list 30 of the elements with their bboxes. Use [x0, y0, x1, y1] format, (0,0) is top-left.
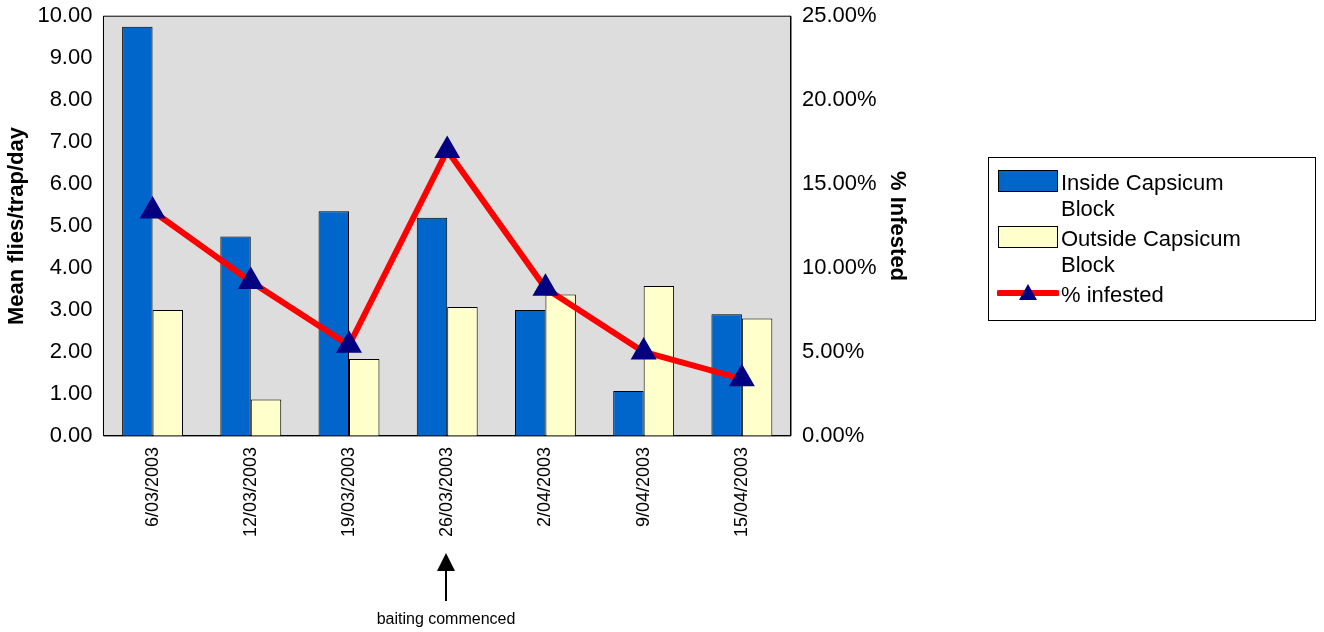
y2-tick-label: 10.00% — [801, 254, 877, 280]
x-tick-label: 2/04/2003 — [534, 446, 555, 527]
y2-tick-label: 15.00% — [801, 170, 877, 196]
y2-tick-label: 20.00% — [801, 86, 877, 112]
y2-tick-label: 0.00% — [801, 421, 865, 447]
x-tick-label: 6/03/2003 — [141, 446, 162, 527]
y2-axis-title: % Infested — [885, 171, 911, 282]
y-axis-title: Mean flies/trap/day — [3, 126, 29, 326]
y-tick-label: 2.00 — [49, 338, 93, 364]
x-tick-label: 19/03/2003 — [337, 446, 358, 538]
y-tick-label: 0.00 — [49, 421, 93, 447]
text: baiting commenced — [376, 610, 516, 628]
y-tick-label: 3.00 — [49, 296, 93, 322]
y-tick-label: 9.00 — [49, 44, 93, 70]
y-tick-label: 4.00 — [49, 254, 93, 280]
y-tick-label: 7.00 — [49, 128, 93, 154]
y-tick-label: 1.00 — [49, 380, 93, 405]
x-tick-label: 15/04/2003 — [730, 446, 751, 538]
x-tick-label: 9/04/2003 — [632, 446, 653, 527]
legend-label: Inside Capsicum Block — [1061, 170, 1225, 222]
y-tick-label: 8.00 — [49, 86, 93, 112]
x-tick-label: 26/03/2003 — [436, 446, 457, 538]
y2-tick-label: 25.00% — [801, 2, 877, 28]
y-tick-label: 5.00 — [49, 212, 93, 238]
y-tick-label: 10.00 — [37, 2, 93, 28]
legend-label: Outside Capsicum Block — [1061, 226, 1242, 278]
y-tick-label: 6.00 — [49, 170, 93, 196]
x-tick-label: 12/03/2003 — [239, 446, 260, 538]
legend-label: % infested — [1061, 282, 1164, 308]
y2-tick-label: 5.00% — [801, 338, 865, 364]
